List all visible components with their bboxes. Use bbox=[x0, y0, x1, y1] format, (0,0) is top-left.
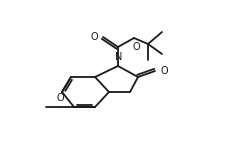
Text: O: O bbox=[132, 42, 139, 52]
Text: O: O bbox=[56, 93, 63, 103]
Text: O: O bbox=[90, 32, 98, 42]
Text: N: N bbox=[115, 52, 122, 62]
Text: O: O bbox=[160, 66, 168, 76]
